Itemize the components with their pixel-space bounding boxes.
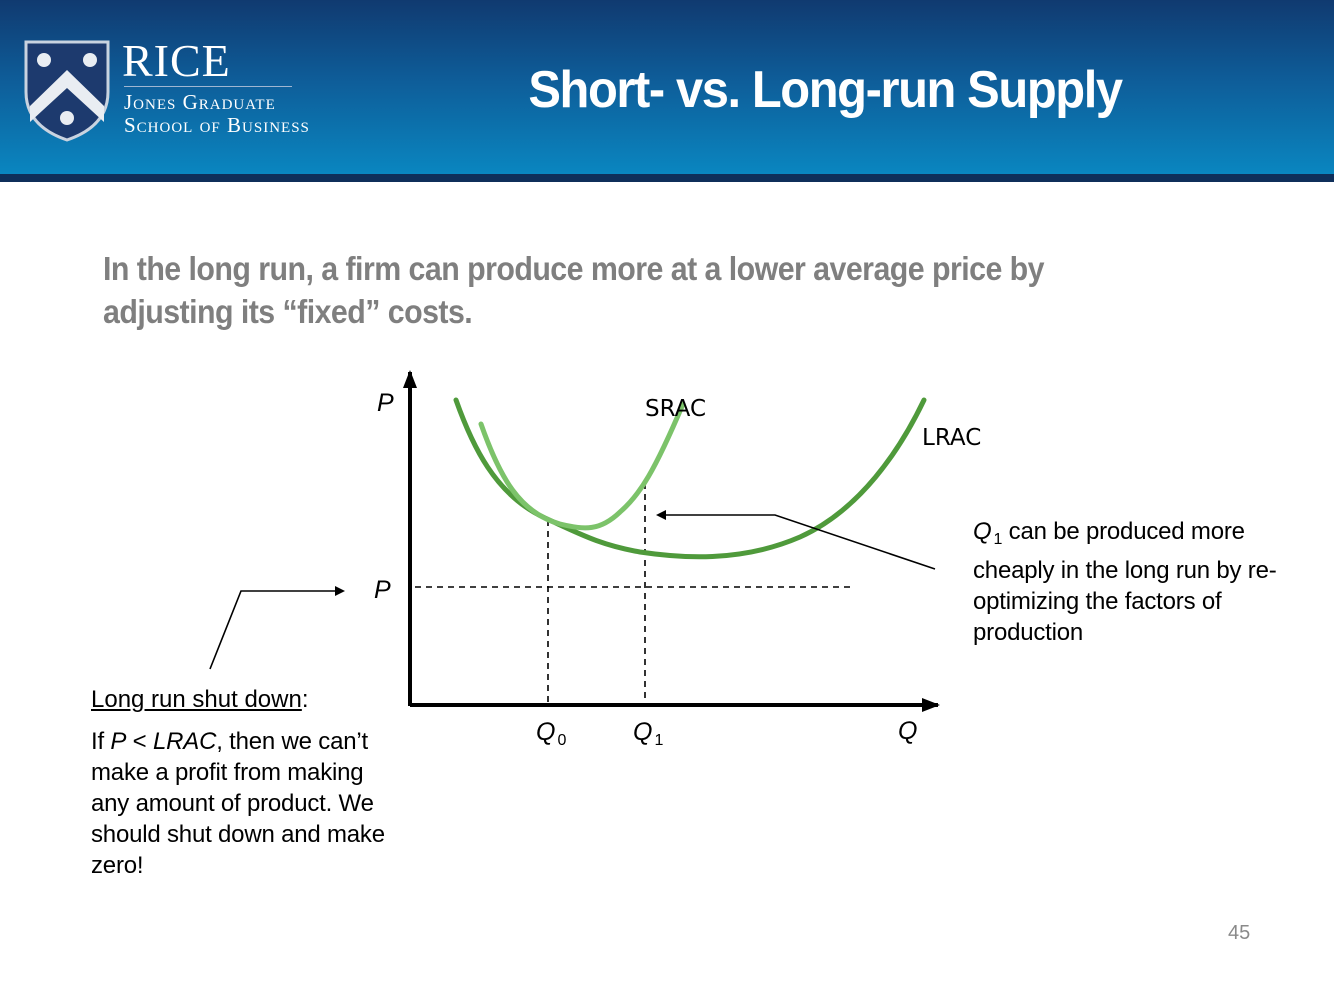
- y-axis-label: P: [377, 389, 394, 417]
- logo-rule: [124, 86, 292, 87]
- header-rule: [0, 174, 1334, 182]
- q1-note-arrow: [656, 510, 936, 570]
- shutdown-heading: Long run shut down:: [91, 686, 309, 713]
- shutdown-body: If P < LRAC, then we can’t make a profit…: [91, 728, 385, 879]
- shutdown-arrow: [209, 586, 345, 670]
- lrac-curve: [453, 397, 927, 560]
- slide-header: [0, 0, 1334, 174]
- x-axis-label: Q: [898, 717, 918, 745]
- price-level-label: P: [374, 576, 391, 604]
- srac-label: SRAC: [645, 396, 707, 422]
- page-number: 45: [1228, 922, 1251, 944]
- rice-owl-shield-icon: [24, 40, 110, 142]
- logo-line-1: Jones Graduate: [124, 90, 276, 114]
- srac-curve: [478, 401, 686, 531]
- rice-logo: RICE Jones Graduate School of Business: [22, 36, 342, 146]
- lrac-label: LRAC: [922, 425, 982, 451]
- logo-line-2: School of Business: [124, 113, 310, 137]
- logo-wordmark: RICE: [122, 35, 231, 86]
- slide-title: Short- vs. Long-run Supply: [528, 61, 1123, 119]
- slide-subtitle: In the long run, a firm can produce more…: [103, 250, 1045, 330]
